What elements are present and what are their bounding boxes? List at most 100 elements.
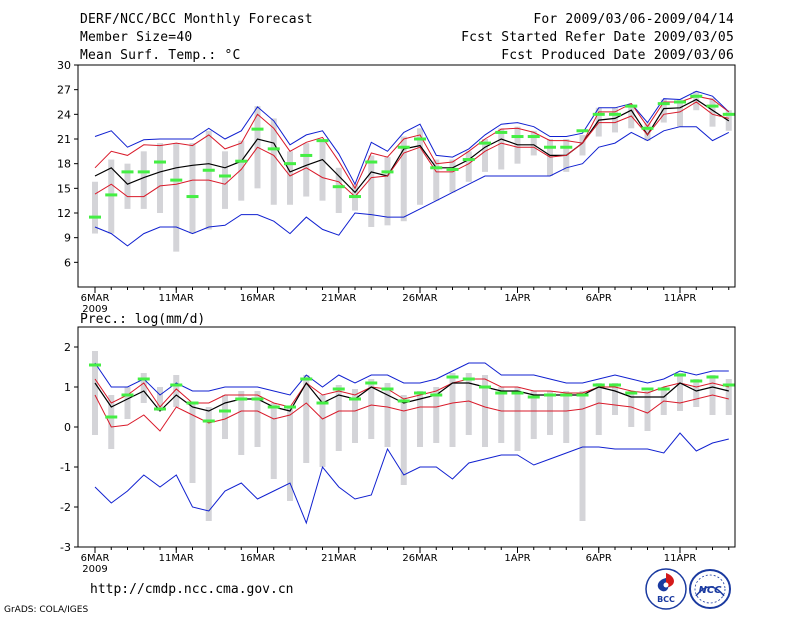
observed-mark	[365, 381, 378, 385]
x-tick-label: 21MAR	[321, 293, 356, 304]
member-range-bar	[108, 395, 115, 449]
observed-mark	[414, 137, 426, 141]
y-tick-label: 9	[64, 232, 71, 245]
observed-mark	[527, 135, 540, 139]
member-range-bar	[417, 128, 423, 205]
x-tick-label: 16MAR	[240, 553, 275, 564]
y-tick-label: 30	[57, 59, 71, 72]
observed-mark	[397, 145, 410, 149]
observed-mark	[316, 139, 329, 143]
series-line-mean	[94, 98, 730, 194]
observed-mark	[251, 397, 264, 401]
member-range-bar	[254, 391, 261, 447]
member-range-bar	[400, 136, 407, 222]
y-tick-label: 24	[57, 108, 71, 121]
member-range-bar	[465, 151, 472, 182]
observed-mark	[186, 195, 199, 199]
member-range-bar	[644, 122, 651, 141]
member-range-bar	[482, 139, 488, 172]
x-year-label: 2009	[82, 304, 107, 315]
observed-mark	[690, 94, 703, 98]
member-range-bar	[287, 407, 293, 501]
observed-mark	[674, 100, 686, 104]
x-tick-label: 6MAR	[81, 293, 110, 304]
member-range-bar	[465, 373, 472, 435]
source-url[interactable]: http://cmdp.ncc.cma.gov.cn	[90, 582, 294, 597]
y-tick-label: 18	[57, 158, 71, 171]
member-range-bar	[693, 379, 700, 407]
observed-mark	[219, 409, 231, 413]
observed-mark	[397, 399, 410, 403]
observed-mark	[121, 393, 134, 397]
y-tick-label: 2	[64, 341, 71, 354]
observed-mark	[641, 126, 654, 130]
series-line-max	[94, 362, 729, 396]
observed-mark	[511, 391, 524, 395]
x-tick-label: 1APR	[504, 293, 530, 304]
member-range-bar	[677, 373, 683, 411]
member-range-bar	[319, 395, 326, 467]
member-range-bar	[725, 379, 732, 415]
member-range-bar	[368, 155, 375, 227]
observed-mark	[349, 195, 361, 199]
member-range-bar	[530, 391, 537, 439]
member-range-bar	[514, 387, 521, 451]
observed-mark	[609, 383, 621, 387]
member-range-bar	[612, 107, 618, 133]
observed-mark	[154, 160, 166, 164]
observed-mark	[365, 160, 378, 164]
member-range-bar	[579, 391, 586, 521]
member-range-bar	[157, 387, 163, 411]
member-range-bar	[189, 143, 196, 234]
x-tick-label: 11MAR	[159, 293, 194, 304]
series-line-min	[94, 432, 729, 525]
y-tick-label: -3	[60, 541, 71, 554]
observed-mark	[105, 415, 118, 419]
observed-mark	[576, 129, 589, 133]
member-range-bar	[124, 387, 131, 419]
observed-mark	[284, 162, 296, 166]
series-line-lower	[94, 101, 729, 198]
observed-mark	[381, 170, 394, 174]
observed-mark	[479, 141, 491, 145]
member-range-bar	[449, 373, 456, 447]
observed-mark	[170, 383, 183, 387]
plot-frame	[77, 326, 736, 548]
x-tick-label: 11APR	[664, 553, 697, 564]
precipitation-panel-label: Prec.: log(mm/d)	[80, 312, 205, 327]
observed-mark	[430, 393, 443, 397]
member-range-bar	[433, 387, 440, 443]
member-range-bar	[660, 99, 667, 123]
observed-mark	[479, 385, 491, 389]
y-tick-label: -2	[60, 501, 71, 514]
y-tick-label: -1	[60, 461, 71, 474]
observed-mark	[251, 127, 264, 131]
member-range-bar	[222, 395, 228, 439]
member-range-bar	[498, 387, 505, 443]
member-range-bar	[433, 159, 440, 201]
x-tick-label: 16MAR	[240, 293, 275, 304]
observed-mark	[544, 393, 556, 397]
member-range-bar	[677, 99, 683, 127]
produced-date: Fcst Produced Date 2009/03/06	[501, 48, 734, 63]
observed-mark	[511, 135, 524, 139]
x-tick-label: 6MAR	[81, 553, 110, 564]
member-range-bar	[579, 134, 586, 156]
observed-mark	[219, 174, 231, 178]
member-range-bar	[352, 389, 358, 443]
y-tick-label: 12	[57, 207, 71, 220]
observed-mark	[202, 168, 215, 172]
member-range-bar	[222, 151, 228, 209]
member-range-bar	[628, 391, 635, 427]
series-line-upper	[94, 378, 729, 408]
observed-mark	[267, 405, 280, 409]
observed-mark	[446, 375, 459, 379]
series-line-min	[94, 126, 730, 247]
temperature-panel-label: Mean Surf. Temp.: °C	[80, 48, 241, 63]
observed-mark	[706, 104, 719, 108]
observed-mark	[446, 167, 459, 171]
x-tick-label: 26MAR	[402, 553, 437, 564]
member-range-bar	[124, 163, 131, 209]
x-tick-label: 11MAR	[159, 553, 194, 564]
